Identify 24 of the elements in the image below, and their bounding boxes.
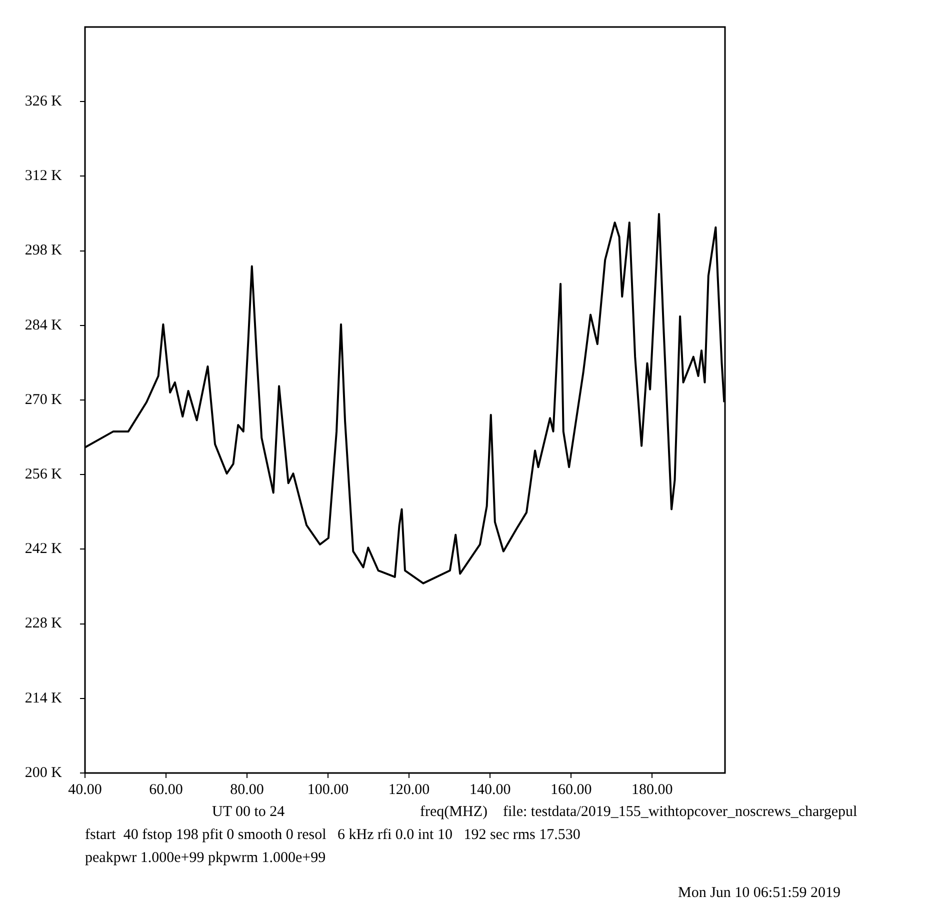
- y-tick-label: 270 K: [24, 392, 62, 408]
- y-tick-label: 200 K: [24, 764, 62, 781]
- text: UT 00 to 24: [212, 804, 285, 821]
- y-tick-label: 228 K: [24, 616, 62, 632]
- text: Mon Jun 10 06:51:59 2019: [678, 885, 841, 902]
- text: file: testdata/2019_155_withtopcover_noscrews_chargepul: [503, 804, 858, 821]
- y-tick-label: 284 K: [24, 317, 62, 334]
- x-tick-label: 120.00: [388, 782, 430, 798]
- x-tick-label: 140.00: [469, 782, 511, 798]
- y-tick-label: 326 K: [24, 94, 62, 110]
- y-tick-label: 242 K: [24, 541, 62, 558]
- y-tick-label: 298 K: [24, 242, 62, 259]
- x-axis-title: freq(MHZ): [420, 804, 488, 821]
- x-tick-label: 40.00: [68, 782, 102, 798]
- x-tick-label: 160.00: [550, 782, 592, 798]
- text: peakpwr 1.000e+99 pkpwrm 1.000e+99: [85, 850, 326, 867]
- y-tick-label: 312 K: [24, 168, 62, 184]
- y-tick-label: 214 K: [24, 690, 62, 706]
- x-tick-label: 80.00: [230, 782, 264, 798]
- x-tick-label: 180.00: [631, 782, 673, 798]
- x-tick-label: 100.00: [307, 782, 349, 798]
- text: fstart 40 fstop 198 pfit 0 smooth 0 resol 6 kHz rfi 0.0 int 10 192 sec rms 17.530: [85, 827, 580, 844]
- y-tick-label: 256 K: [24, 466, 62, 483]
- x-tick-label: 60.00: [149, 782, 183, 798]
